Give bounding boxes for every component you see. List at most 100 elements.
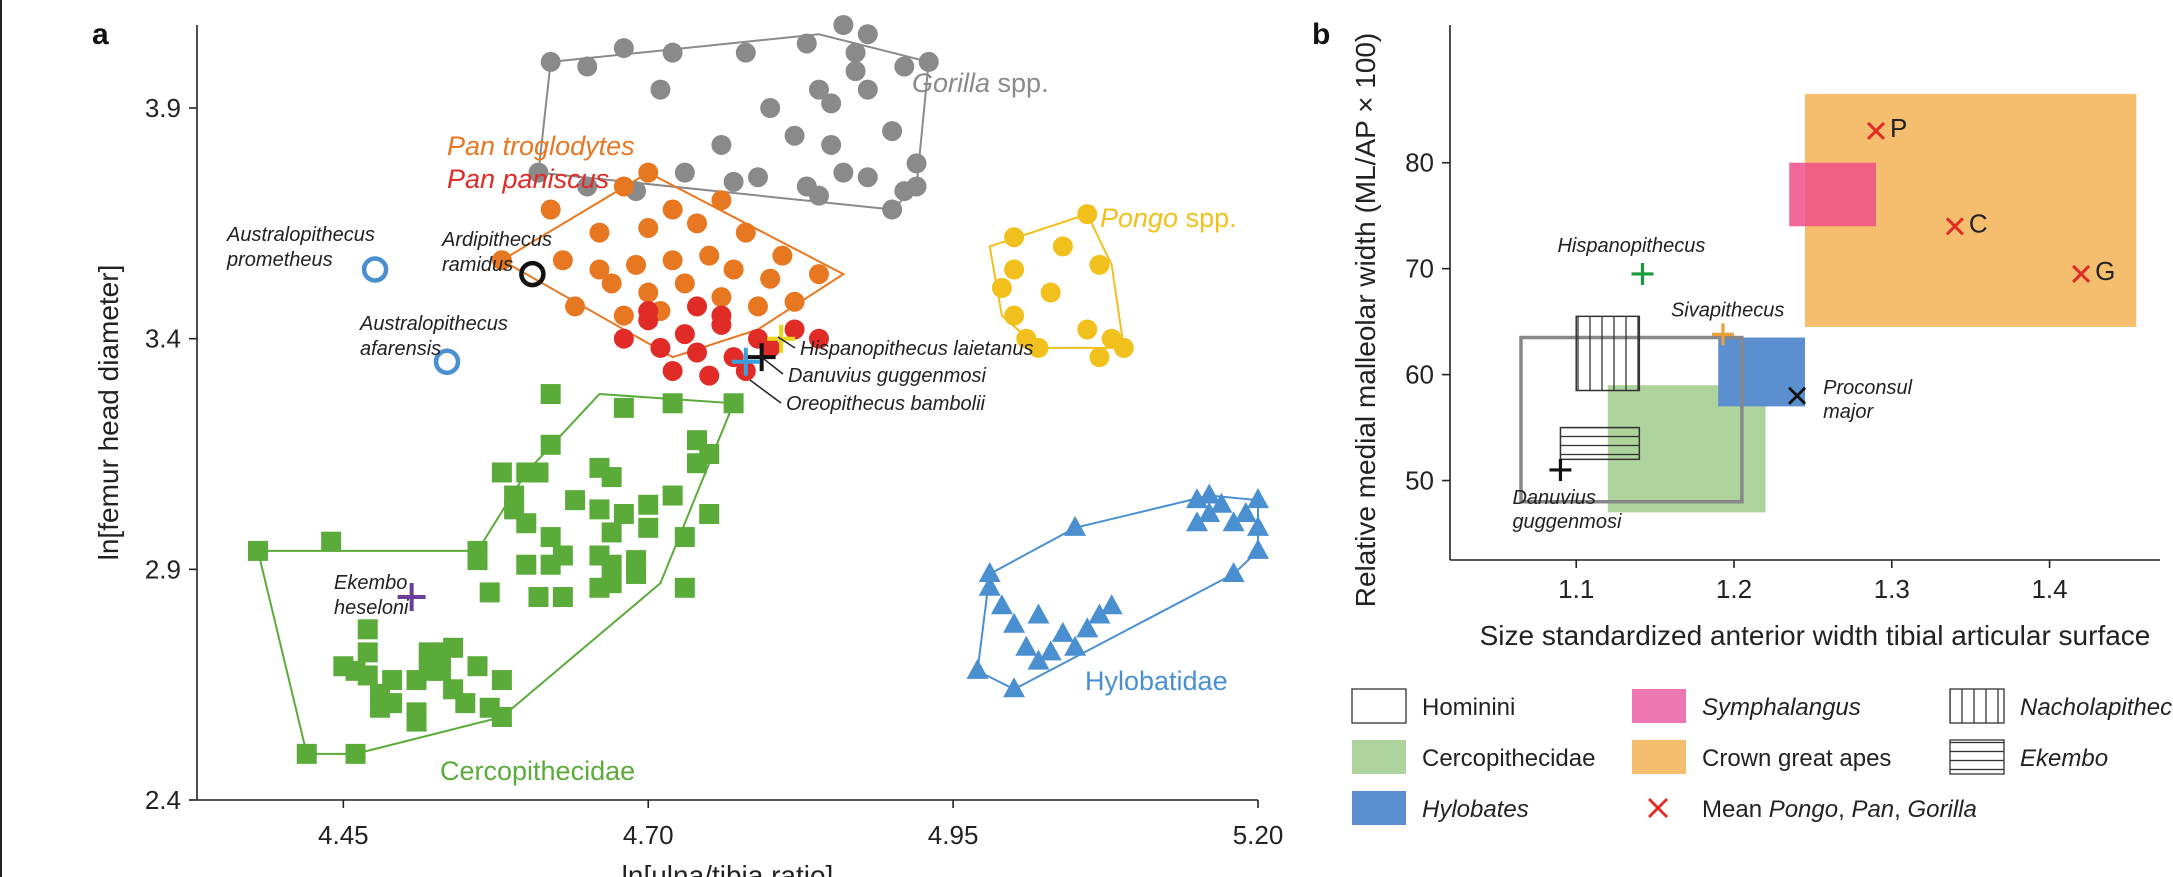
pan-troglodytes-point bbox=[711, 190, 732, 211]
hylobatidae-point bbox=[1186, 511, 1209, 532]
cercopithecidae-point bbox=[699, 503, 720, 524]
mean-p-label: P bbox=[1890, 113, 1907, 143]
pongo-spp-point bbox=[1040, 282, 1061, 303]
pan-troglodytes-point bbox=[638, 282, 659, 303]
cercopithecidae-point bbox=[589, 499, 610, 520]
gorilla-spp-point bbox=[821, 134, 842, 155]
panel-a-axes: 4.45 4.70 4.95 5.20 2.4 2.9 3.4 3.9 ln[ulna/tibi… bbox=[93, 25, 1283, 877]
legend-nacholapithecus-label: Nacholapithecus bbox=[2020, 694, 2173, 721]
pan-troglodytes-point bbox=[711, 287, 732, 308]
hylobatidae-point bbox=[1198, 501, 1221, 522]
cercopithecidae-point bbox=[491, 706, 512, 727]
pan-paniscus-point bbox=[638, 301, 659, 322]
b-y-axis-title: Relative medial malleolar width (ML/AP ×… bbox=[1350, 33, 1381, 608]
hylobatidae-point bbox=[966, 658, 989, 679]
panel-b-chart: b 1.1 1.2 1.3 1.4 50 60 70 80 Size standardized … bbox=[1312, 18, 2173, 825]
cercopithecidae-hull bbox=[256, 393, 736, 755]
pan-troglodytes-point bbox=[760, 268, 781, 289]
pan-troglodytes-point bbox=[589, 222, 610, 243]
b-y-tick-label: 60 bbox=[1405, 360, 1434, 390]
cercopithecidae-point bbox=[601, 554, 622, 575]
a-y-tick-label: 2.9 bbox=[145, 554, 181, 584]
cercopithecidae-point bbox=[565, 490, 586, 511]
pan-paniscus-point bbox=[662, 360, 683, 381]
gorilla-spp-point bbox=[833, 162, 854, 183]
pan-paniscus-point bbox=[784, 319, 805, 340]
mean-g-label: G bbox=[2095, 256, 2115, 286]
hylobatidae-point bbox=[1064, 515, 1087, 536]
australopithecus-afarensis-label: Australopithecus bbox=[359, 313, 508, 335]
pongo-spp-point bbox=[1004, 227, 1025, 248]
b-y-tick-label: 50 bbox=[1405, 466, 1434, 496]
gorilla-spp-point bbox=[711, 134, 732, 155]
mean-p-marker bbox=[1866, 121, 1886, 141]
australopithecus-prometheus-label: prometheus bbox=[226, 249, 333, 271]
a-y-tick-label: 2.4 bbox=[145, 785, 181, 815]
mean-c-marker bbox=[1945, 217, 1964, 236]
cercopithecidae-group-label: Cercopithecidae bbox=[440, 756, 635, 786]
hylobatidae-point bbox=[978, 575, 1001, 596]
gorilla-spp-point bbox=[857, 79, 878, 100]
cercopithecidae-point bbox=[491, 462, 512, 483]
hylobatidae-point bbox=[1247, 488, 1269, 509]
hylobatidae-group-label: Hylobatidae bbox=[1085, 666, 1228, 696]
hylobatidae-point bbox=[1003, 612, 1026, 633]
cercopithecidae-point bbox=[479, 582, 500, 603]
panel-b-ranges bbox=[1519, 93, 2137, 513]
pan-troglodytes-point bbox=[540, 199, 561, 220]
hylobatidae-point bbox=[1247, 538, 1269, 559]
legend-cercopithecidae-label: Cercopithecidae bbox=[1422, 745, 1595, 772]
hylobatidae-point bbox=[1064, 635, 1087, 656]
b-proconsul-major-label: major bbox=[1823, 401, 1874, 423]
cercopithecidae-point bbox=[626, 563, 647, 584]
hispanopithecus-leader-line bbox=[777, 336, 796, 349]
pongo-spp-point bbox=[1077, 204, 1098, 225]
pan-troglodytes-point bbox=[699, 245, 720, 266]
pan-paniscus-point bbox=[760, 337, 781, 358]
cercopithecidae-point bbox=[601, 522, 622, 543]
oreopithecus-bambolii-label: Oreopithecus bambolii bbox=[786, 393, 986, 415]
b-sivapithecus-label: Sivapithecus bbox=[1671, 299, 1784, 321]
australopithecus-prometheus-label: Australopithecus bbox=[226, 224, 375, 246]
cercopithecidae-point bbox=[540, 554, 561, 575]
cercopithecidae-point bbox=[418, 660, 439, 681]
hylobatidae-point bbox=[1051, 621, 1074, 642]
panel-b-label: b bbox=[1312, 18, 1330, 51]
panel-a-hulls bbox=[256, 33, 1259, 755]
cercopithecidae-point bbox=[638, 494, 659, 515]
gorilla-spp-point bbox=[808, 79, 829, 100]
pan-troglodytes-point bbox=[674, 273, 695, 294]
cercopithecidae-point bbox=[613, 503, 634, 524]
cercopithecidae-point bbox=[406, 702, 427, 723]
pan-troglodytes-point bbox=[613, 305, 634, 326]
gorilla-spp-point bbox=[821, 93, 842, 114]
cercopithecidae-point bbox=[540, 527, 561, 548]
gorilla-spp-point bbox=[674, 162, 695, 183]
legend-hominini-swatch bbox=[1351, 688, 1407, 724]
hylobatidae-point bbox=[1198, 483, 1221, 504]
pongo-group-label: Pongo spp. bbox=[1100, 203, 1237, 233]
legend-symphalangus-label: Symphalangus bbox=[1702, 694, 1861, 721]
cercopithecidae-point bbox=[674, 577, 695, 598]
cercopithecidae-point bbox=[687, 453, 708, 474]
hispanopithecus-laietanus-label: Hispanopithecus laietanus bbox=[800, 338, 1034, 360]
panel-b-marks: P C G Hispanopithecus Sivapithecus Proconsulm… bbox=[1512, 113, 2115, 533]
pan-paniscus-point bbox=[674, 324, 695, 345]
australopithecus-afarensis-marker bbox=[433, 348, 461, 376]
cercopithecidae-point bbox=[638, 517, 659, 538]
legend-crown-great-apes-swatch bbox=[1632, 740, 1686, 774]
panel-a-label: a bbox=[92, 18, 109, 51]
cercopithecidae-point bbox=[455, 693, 476, 714]
pan-paniscus-point bbox=[699, 365, 720, 386]
hylobatidae-point bbox=[1100, 594, 1123, 615]
hylobatidae-point bbox=[1027, 603, 1050, 624]
hylobatidae-point bbox=[1247, 515, 1269, 536]
gorilla-spp-point bbox=[882, 199, 903, 220]
panel-b-axes: 1.1 1.2 1.3 1.4 50 60 70 80 Size standardized an… bbox=[1350, 25, 2160, 651]
cercopithecidae-point bbox=[491, 670, 512, 691]
gorilla-spp-point bbox=[857, 24, 878, 45]
cercopithecidae-point bbox=[516, 513, 537, 534]
hylobatidae-point bbox=[1003, 677, 1026, 698]
